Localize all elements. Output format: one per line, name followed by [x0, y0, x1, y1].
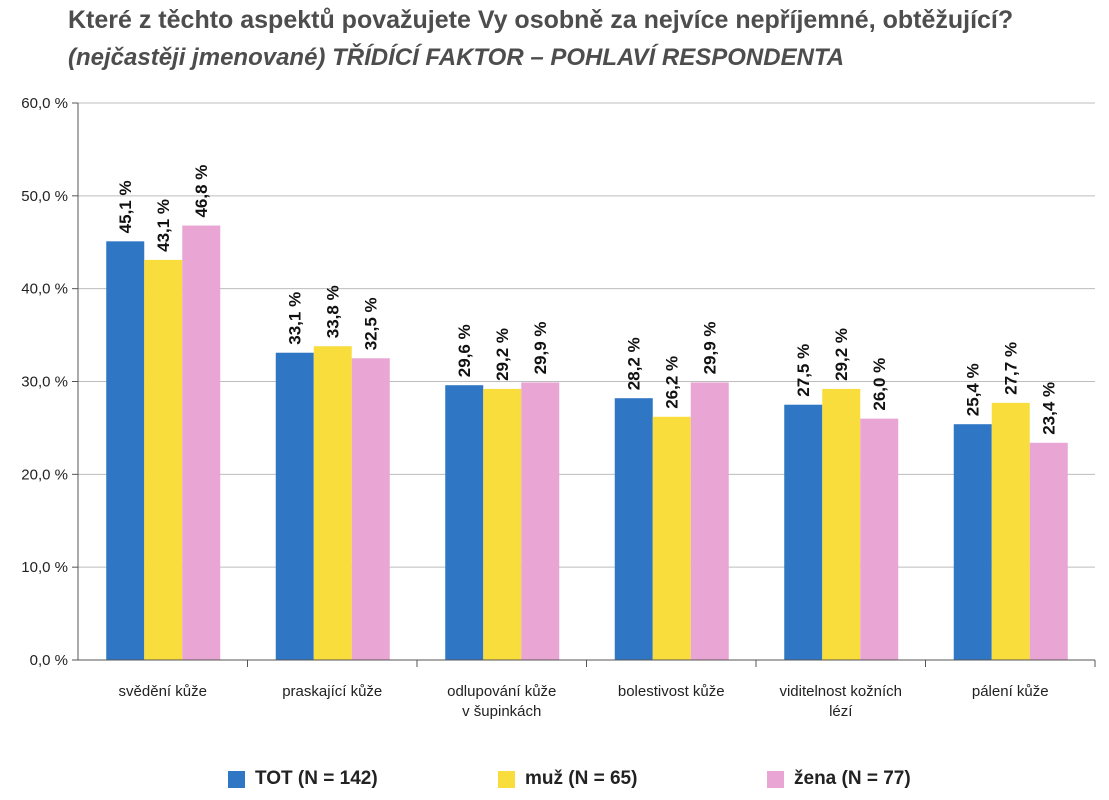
x-category-label: viditelnost kožních: [779, 683, 902, 700]
x-category-label: pálení kůže: [972, 683, 1049, 700]
bar: [614, 398, 653, 660]
data-label: 46,8 %: [192, 165, 211, 218]
bar: [953, 424, 992, 660]
x-axis: svědění kůže praskající kůže odlupování ků…: [78, 659, 1096, 720]
bar: [483, 388, 522, 660]
legend-label: TOT (N = 142): [255, 768, 378, 789]
bar: [182, 225, 221, 661]
bar: [351, 358, 390, 660]
legend-swatch: [498, 770, 515, 788]
y-tick-label: 50,0 %: [21, 188, 68, 205]
bar: [784, 404, 823, 660]
data-label: 29,6 %: [455, 324, 474, 377]
gridlines: [78, 102, 1095, 568]
x-category-label: praskající kůže: [282, 683, 382, 700]
legend-label: žena (N = 77): [794, 768, 911, 789]
y-tick-label: 20,0 %: [21, 466, 68, 483]
legend: TOT (N = 142) muž (N = 65) žena (N = 77): [0, 768, 1109, 796]
y-tick-label: 30,0 %: [21, 374, 68, 391]
data-label: 27,5 %: [794, 344, 813, 397]
legend-swatch: [767, 770, 784, 788]
data-label: 29,9 %: [701, 321, 720, 374]
data-label: 33,8 %: [324, 285, 343, 338]
y-axis: 0,0 % 10,0 % 20,0 % 30,0 % 40,0 % 50,0 % 60,0 …: [21, 95, 79, 669]
data-label: 26,2 %: [663, 356, 682, 409]
y-tick-label: 10,0 %: [21, 559, 68, 576]
legend-item: žena (N = 77): [767, 768, 911, 790]
y-tick-label: 40,0 %: [21, 281, 68, 298]
data-label: 45,1 %: [116, 180, 135, 233]
data-label: 33,1 %: [286, 292, 305, 345]
x-category-label: svědění kůže: [119, 683, 207, 700]
y-tick-label: 60,0 %: [21, 95, 68, 112]
bar: [690, 382, 729, 660]
bar: [1029, 442, 1068, 660]
x-category-label: odlupování kůže: [447, 683, 556, 700]
data-label: 29,9 %: [531, 321, 550, 374]
data-label: 25,4 %: [964, 363, 983, 416]
bar: [313, 346, 352, 660]
bar: [652, 416, 691, 660]
data-label: 29,2 %: [493, 328, 512, 381]
legend-item: muž (N = 65): [498, 768, 637, 790]
x-category-label: bolestivost kůže: [618, 683, 725, 700]
bar: [144, 259, 183, 660]
bar: [521, 382, 560, 660]
data-label: 28,2 %: [625, 337, 644, 390]
data-label: 32,5 %: [362, 297, 381, 350]
legend-swatch: [228, 770, 245, 788]
chart-subtitle: (nejčastěji jmenované) TŘÍDÍCÍ FAKTOR – …: [68, 44, 845, 71]
chart-title: Které z těchto aspektů považujete Vy oso…: [68, 6, 1014, 34]
bar: [860, 418, 899, 660]
bar-chart: 0,0 % 10,0 % 20,0 % 30,0 % 40,0 % 50,0 % 60,0 …: [21, 95, 1096, 720]
bar: [991, 402, 1030, 660]
legend-item: TOT (N = 142): [228, 768, 378, 790]
data-label: 27,7 %: [1002, 342, 1021, 395]
bar: [275, 352, 314, 660]
y-tick-label: 0,0 %: [30, 652, 68, 669]
data-label: 43,1 %: [154, 199, 173, 252]
data-label: 23,4 %: [1040, 382, 1059, 435]
bars: 45,1 % 43,1 % 46,8 % 33,1 % 33,8 % 32,5 % 29,6…: [106, 165, 1068, 661]
data-label: 29,2 %: [832, 328, 851, 381]
bar: [822, 388, 861, 660]
bar: [106, 241, 145, 661]
bar: [445, 385, 484, 660]
legend-label: muž (N = 65): [525, 768, 638, 789]
x-category-label: v šupinkách: [462, 703, 541, 720]
x-category-label: lézí: [829, 703, 853, 720]
data-label: 26,0 %: [870, 358, 889, 411]
